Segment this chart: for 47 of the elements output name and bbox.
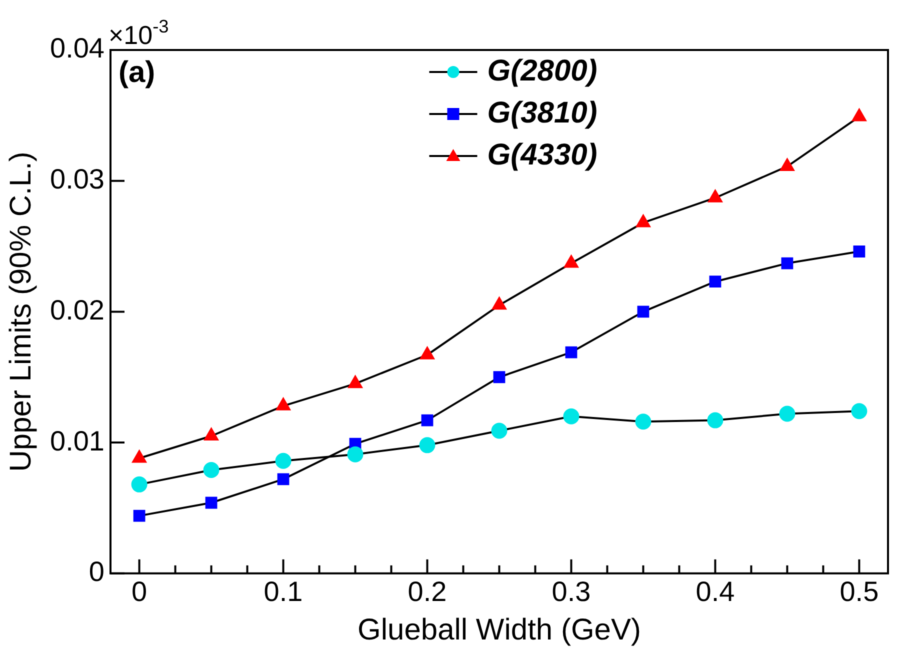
y-tick-label: 0.04 bbox=[50, 32, 104, 64]
y-axis-title: Upper Limits (90% C.L.) bbox=[4, 152, 38, 472]
x-tick-label: 0.3 bbox=[552, 576, 591, 607]
x-tick-label: 0.5 bbox=[840, 576, 879, 607]
point bbox=[709, 276, 722, 288]
point bbox=[205, 496, 218, 509]
point bbox=[780, 158, 794, 171]
annotation: (a) bbox=[118, 56, 156, 89]
point bbox=[347, 446, 364, 462]
point bbox=[348, 376, 362, 388]
point bbox=[204, 428, 218, 441]
y-tick-label: 0.02 bbox=[50, 294, 104, 326]
x-tick-label: 0.1 bbox=[264, 576, 303, 607]
legend-label: G(2800) bbox=[487, 54, 598, 88]
point bbox=[707, 412, 724, 428]
point bbox=[636, 214, 650, 228]
point bbox=[853, 246, 866, 258]
point bbox=[493, 371, 506, 384]
x-axis-title: Glueball Width (GeV) bbox=[358, 613, 641, 646]
point bbox=[133, 510, 146, 522]
point bbox=[635, 414, 652, 430]
point bbox=[781, 257, 794, 270]
point bbox=[779, 406, 796, 422]
point bbox=[421, 414, 434, 426]
point bbox=[708, 190, 722, 202]
legend-label: G(3810) bbox=[487, 96, 598, 130]
x-tick-label: 0.4 bbox=[696, 576, 735, 607]
x-tick-label: 0.2 bbox=[408, 576, 447, 607]
point bbox=[491, 422, 508, 439]
point bbox=[203, 462, 220, 478]
point bbox=[637, 306, 650, 318]
y-tick-label: 0.03 bbox=[50, 164, 104, 195]
point bbox=[851, 403, 868, 420]
point bbox=[852, 108, 866, 122]
point bbox=[277, 473, 290, 486]
x-tick-label: 0 bbox=[132, 576, 148, 607]
point bbox=[419, 437, 436, 454]
point bbox=[275, 452, 292, 469]
point bbox=[492, 297, 506, 310]
legend-label: G(4330) bbox=[487, 138, 598, 172]
point bbox=[564, 255, 578, 268]
point bbox=[563, 408, 580, 424]
point bbox=[131, 476, 148, 492]
y-tick-label: 0.01 bbox=[50, 425, 104, 456]
point bbox=[420, 346, 434, 360]
point bbox=[565, 346, 578, 358]
y-tick-label: 0 bbox=[88, 556, 104, 588]
